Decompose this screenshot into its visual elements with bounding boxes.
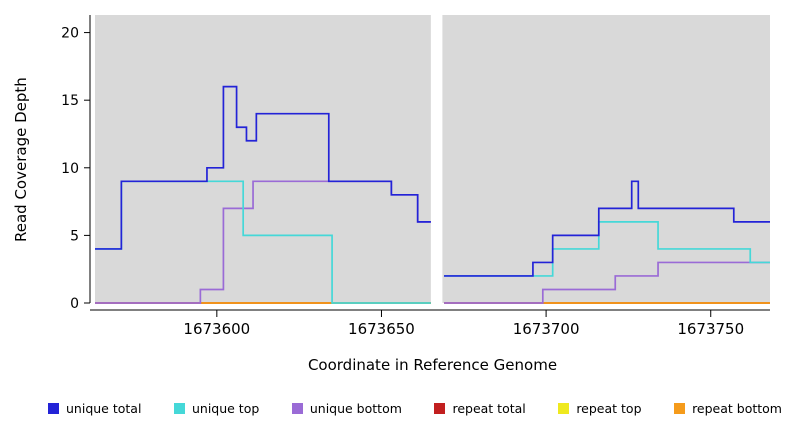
series-line-unique-total	[444, 180, 770, 277]
coverage-gap-band	[430, 15, 443, 303]
x-axis-title: Coordinate in Reference Genome	[307, 356, 558, 374]
x-tick-label: 1673700	[513, 320, 580, 338]
y-axis-title: Read Coverage Depth	[12, 77, 30, 243]
x-tick-label: 1673750	[677, 320, 744, 338]
legend-label: unique top	[191, 401, 260, 416]
legend-item: unique total	[48, 401, 141, 416]
series-line-unique-bottom	[444, 261, 770, 304]
legend-swatch-icon	[674, 403, 686, 414]
legend-label: repeat bottom	[692, 401, 782, 416]
y-tick-label: 15	[61, 93, 79, 109]
legend-item: repeat bottom	[674, 401, 782, 416]
legend-label: repeat total	[452, 401, 526, 416]
legend-swatch-icon	[48, 403, 59, 414]
legend-item: unique top	[173, 401, 260, 416]
y-tick-label: 0	[70, 296, 79, 312]
legend-label: unique bottom	[309, 401, 402, 416]
coverage-chart-canvas: 0 5 10 15 20 1673600 1673650 1673700 1673750	[61, 15, 770, 338]
legend-item: repeat top	[558, 401, 642, 416]
legend-swatch-icon	[173, 403, 185, 414]
x-tick-label: 1673650	[348, 320, 415, 338]
legend-label: repeat top	[576, 401, 642, 416]
y-tick-label: 20	[61, 26, 79, 42]
chart-legend: unique total unique top unique bottom repea…	[48, 401, 782, 416]
legend-item: unique bottom	[291, 401, 402, 416]
x-tick-label: 1673600	[183, 320, 250, 338]
legend-swatch-icon	[291, 403, 303, 414]
series-line-unique-total	[95, 85, 431, 250]
legend-label: unique total	[66, 401, 142, 416]
legend-swatch-icon	[558, 403, 570, 414]
legend-swatch-icon	[434, 403, 446, 414]
y-tick-label: 10	[61, 161, 79, 177]
legend-item: repeat total	[434, 401, 526, 416]
y-tick-label: 5	[70, 228, 79, 244]
